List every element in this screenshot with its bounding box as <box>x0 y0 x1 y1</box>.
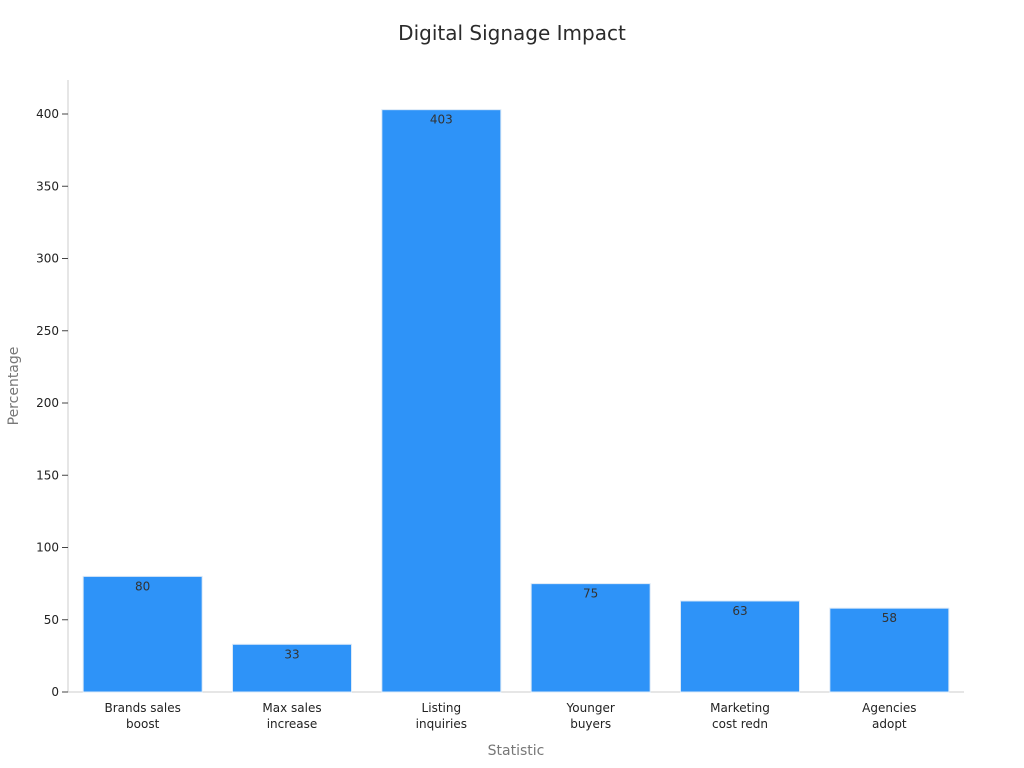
x-tick-label-line: Brands sales <box>104 701 180 715</box>
bar-value-label: 80 <box>135 579 150 593</box>
x-tick-label-line: Marketing <box>710 701 770 715</box>
x-tick-label-line: adopt <box>872 717 907 731</box>
bars <box>82 109 950 693</box>
bar-value-label: 58 <box>882 611 897 625</box>
y-axis-title: Percentage <box>6 347 22 426</box>
y-tick-label: 300 <box>36 252 59 266</box>
x-tick-label: Marketing cost redn <box>710 701 770 731</box>
y-tick-label: 150 <box>36 468 59 482</box>
bar-value-label: 63 <box>732 604 747 618</box>
x-tick-label-line: Agencies <box>862 701 916 715</box>
data-labels: 80 33 403 75 63 58 <box>135 113 897 662</box>
x-tick-label-line: Listing <box>422 701 462 715</box>
bar <box>381 109 502 693</box>
x-tick-label-line: Younger <box>566 701 615 715</box>
x-tick-label-line: increase <box>267 717 318 731</box>
bar <box>829 607 950 693</box>
bar-value-label: 75 <box>583 587 598 601</box>
y-tick-label: 200 <box>36 396 59 410</box>
x-tick-label: Listing inquiries <box>416 701 467 731</box>
bar <box>530 583 651 693</box>
x-axis-title: Statistic <box>488 743 545 759</box>
y-tick-label: 250 <box>36 324 59 338</box>
x-tick-label: Brands sales boost <box>104 701 180 731</box>
y-tick-label: 350 <box>36 179 59 193</box>
bar-value-label: 33 <box>284 647 299 661</box>
y-tick-label: 50 <box>44 613 59 627</box>
y-axis-ticks: 0 50 100 150 200 250 300 350 400 <box>36 107 68 699</box>
y-tick-label: 400 <box>36 107 59 121</box>
bar <box>82 575 203 693</box>
bar <box>232 643 352 693</box>
x-tick-label: Max sales increase <box>262 701 321 731</box>
x-tick-label: Younger buyers <box>566 701 615 731</box>
x-tick-label-line: Max sales <box>262 701 321 715</box>
x-tick-label: Agencies adopt <box>862 701 916 731</box>
x-tick-label-line: boost <box>126 717 160 731</box>
bar-value-label: 403 <box>430 113 453 127</box>
bar <box>680 600 800 693</box>
x-tick-label-line: cost redn <box>712 717 768 731</box>
x-axis-tick-labels: Brands sales boost Max sales increase Listin… <box>104 701 916 731</box>
x-tick-label-line: inquiries <box>416 717 467 731</box>
x-tick-label-line: buyers <box>570 717 611 731</box>
chart-title: Digital Signage Impact <box>398 21 626 45</box>
y-tick-label: 0 <box>51 685 59 699</box>
y-tick-label: 100 <box>36 541 59 555</box>
